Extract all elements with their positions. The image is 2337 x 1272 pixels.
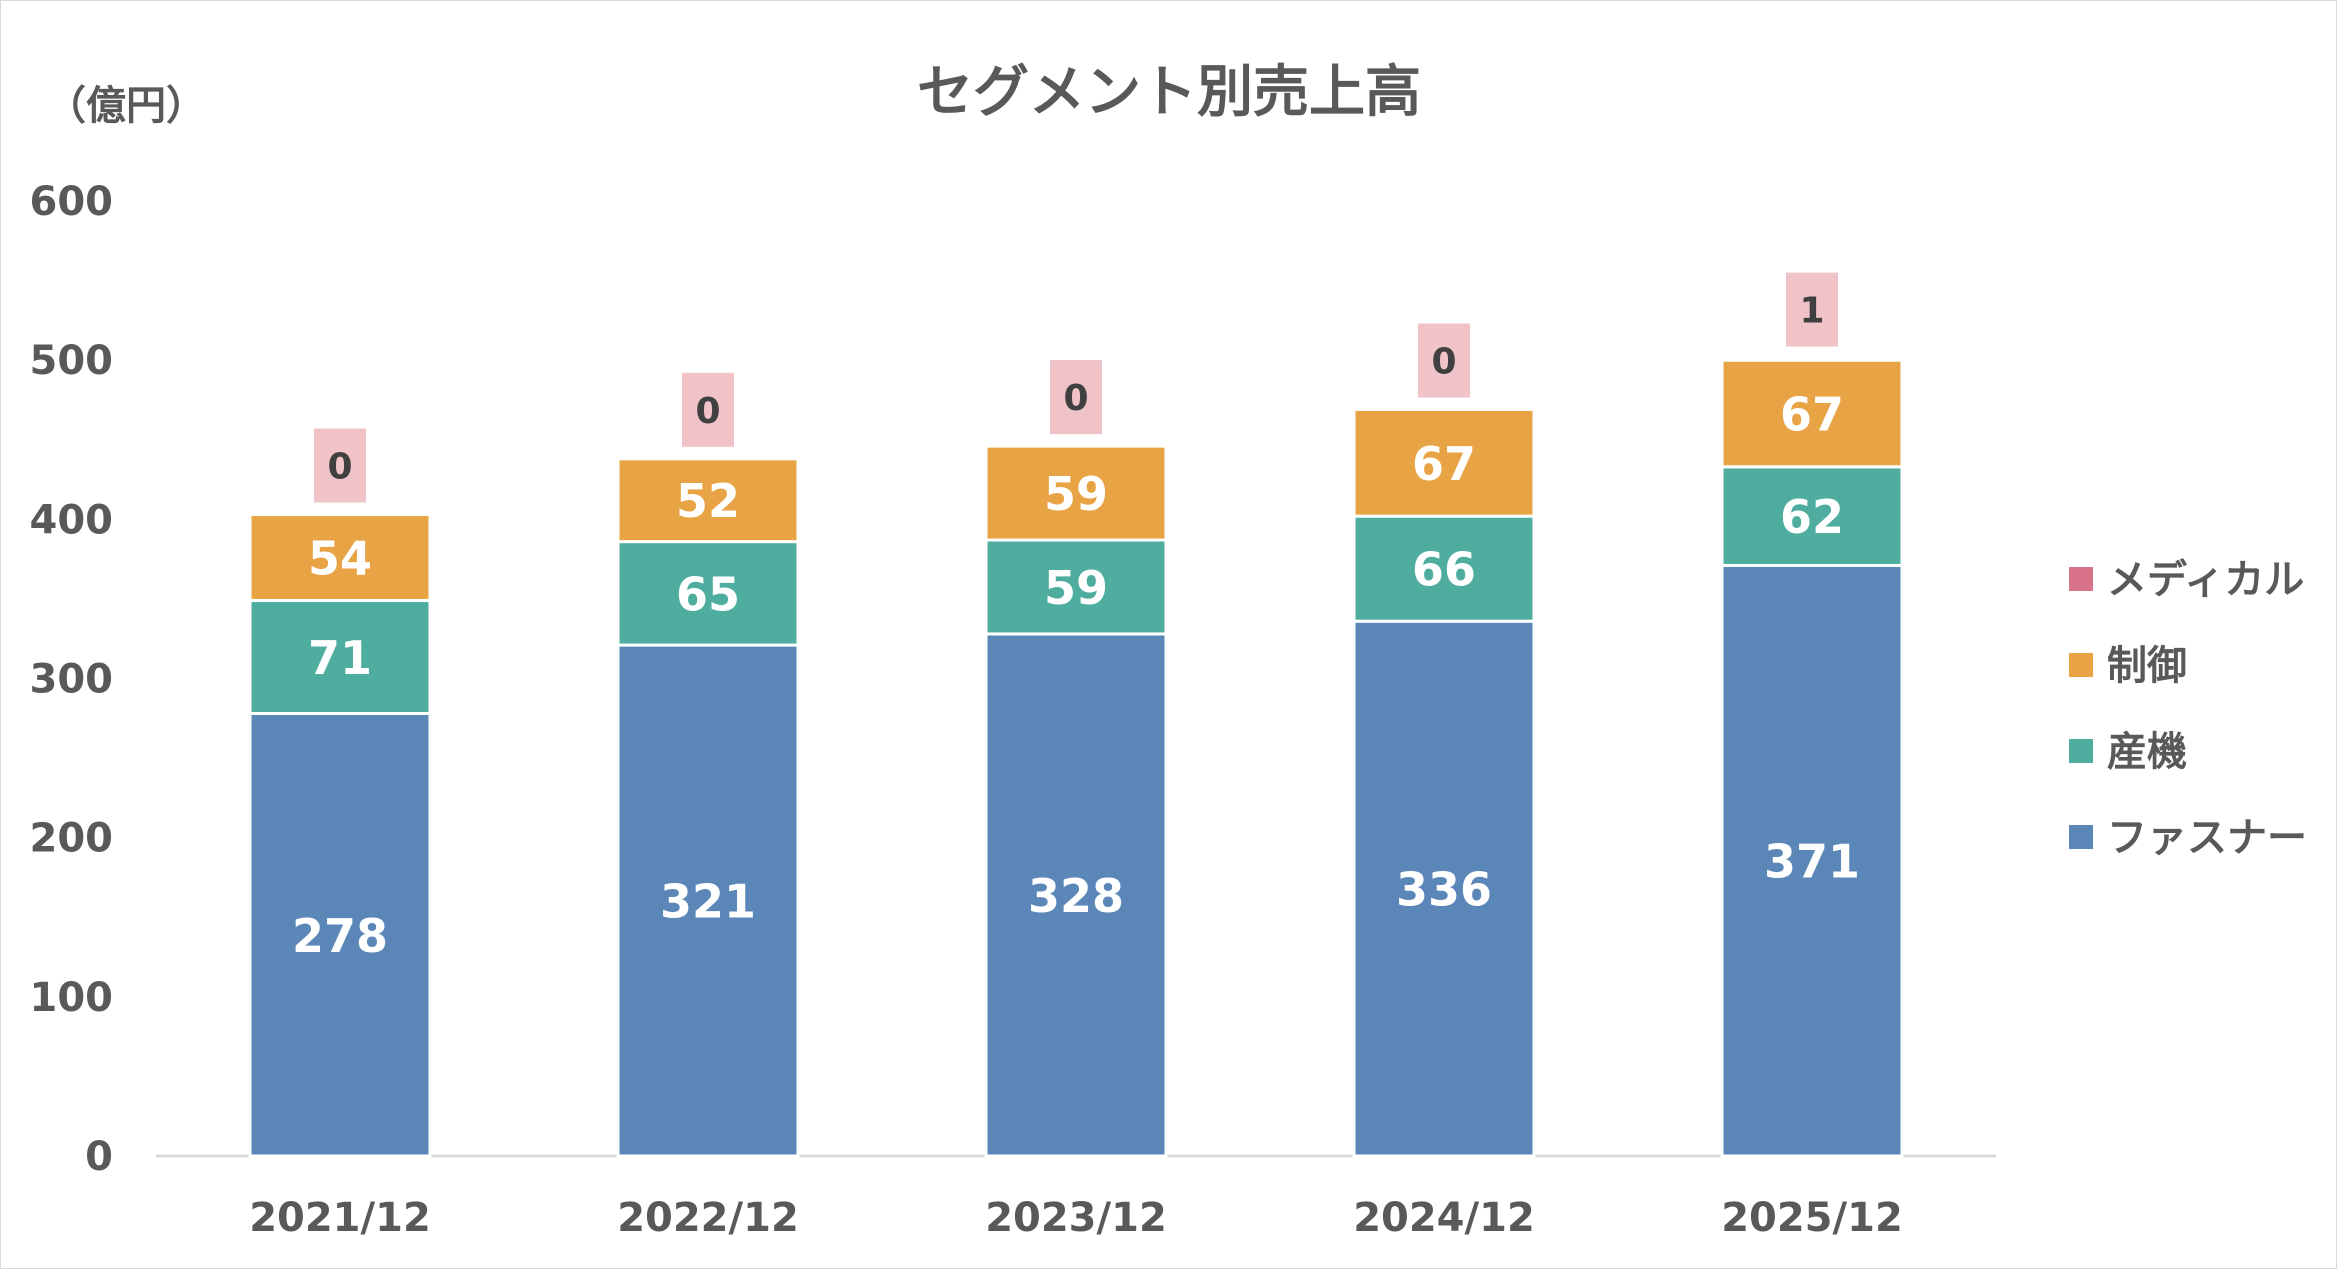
data-label: 0: [1063, 378, 1088, 419]
y-tick-label: 400: [30, 497, 114, 543]
legend-swatch: [2069, 739, 2093, 763]
bar-segment: [1720, 465, 1904, 567]
bar-segment: [984, 444, 1168, 542]
bar-stack: 371 62 67 1: [1720, 272, 1904, 1158]
legend-swatch: [2069, 653, 2093, 677]
data-label: 1: [1799, 291, 1824, 332]
legend-item: 産機: [2069, 729, 2187, 775]
bar-stack: 336 66 67 0: [1352, 323, 1536, 1158]
data-label: 66: [1412, 543, 1476, 597]
y-tick-label: 600: [30, 179, 114, 225]
y-axis-unit-label: （億円）: [46, 83, 206, 129]
data-label: 67: [1780, 387, 1844, 441]
legend-item: 制御: [2069, 643, 2187, 689]
y-tick-label: 100: [30, 975, 114, 1021]
legend-label: 制御: [2107, 643, 2187, 689]
data-label-callout: [314, 428, 366, 503]
data-label: 59: [1044, 561, 1108, 615]
y-tick-label: 500: [30, 338, 114, 384]
bar-segment: [616, 457, 800, 544]
data-label: 65: [676, 567, 740, 621]
data-label: 336: [1396, 863, 1492, 917]
bar-segment: [1352, 514, 1536, 623]
data-label-callout: [1418, 323, 1470, 398]
bar-segment: [616, 540, 800, 647]
data-label: 0: [1431, 342, 1456, 383]
legend-label: ファスナー: [2107, 815, 2307, 861]
data-label: 67: [1412, 437, 1476, 491]
bar-segment: [1352, 619, 1536, 1158]
data-label: 0: [695, 391, 720, 432]
data-label-callout: [1050, 360, 1102, 435]
data-label: 321: [660, 875, 756, 929]
data-label: 59: [1044, 467, 1108, 521]
x-category-label: 2022/12: [617, 1195, 799, 1241]
legend-label: メディカル: [2107, 557, 2304, 603]
bar-stack: 328 59 59 0: [984, 360, 1168, 1158]
bar-segment: [248, 712, 432, 1158]
bar-segment: [984, 538, 1168, 636]
x-category-label: 2023/12: [985, 1195, 1167, 1241]
bar-segment: [1720, 357, 1904, 362]
bar-stack: 321 65 52 0: [616, 372, 800, 1158]
legend-item: メディカル: [2069, 557, 2304, 603]
y-tick-label: 0: [85, 1134, 113, 1180]
y-tick-label: 200: [30, 816, 114, 862]
data-label: 371: [1764, 835, 1860, 889]
x-axis-categories: 2021/12 2022/12 2023/12 2024/12 2025/12: [249, 1195, 1903, 1241]
data-label: 278: [292, 909, 388, 963]
legend-item: ファスナー: [2069, 815, 2307, 861]
data-label-callout: [682, 372, 734, 447]
y-axis-ticks: 0 100 200 300 400 500 600: [30, 179, 114, 1180]
data-label: 52: [676, 474, 740, 528]
bar-segment: [1720, 358, 1904, 469]
legend-swatch: [2069, 567, 2093, 591]
bar-segment: [616, 643, 800, 1158]
bar-segment: [248, 599, 432, 716]
bar-segment: [1720, 563, 1904, 1158]
bar-segment: [984, 632, 1168, 1158]
bar-stacks: 278 71 54 0 321 65 52 0 328 59 59 0 336 66 67 0 371 62 67 1: [248, 272, 1904, 1158]
x-category-label: 2025/12: [1721, 1195, 1903, 1241]
data-label: 62: [1780, 490, 1844, 544]
bar-stack: 278 71 54 0: [248, 428, 432, 1158]
y-tick-label: 300: [30, 657, 114, 703]
legend-swatch: [2069, 825, 2093, 849]
legend-label: 産機: [2107, 729, 2187, 775]
data-label: 328: [1028, 869, 1124, 923]
x-category-label: 2021/12: [249, 1195, 431, 1241]
data-label: 54: [308, 532, 372, 586]
data-label: 0: [327, 447, 352, 488]
x-category-label: 2024/12: [1353, 1195, 1535, 1241]
bar-segment: [248, 513, 432, 603]
data-label-callout: [1786, 272, 1838, 347]
data-label: 71: [308, 631, 372, 685]
bar-segment: [1352, 408, 1536, 518]
chart-title: セグメント別売上高: [917, 60, 1421, 125]
